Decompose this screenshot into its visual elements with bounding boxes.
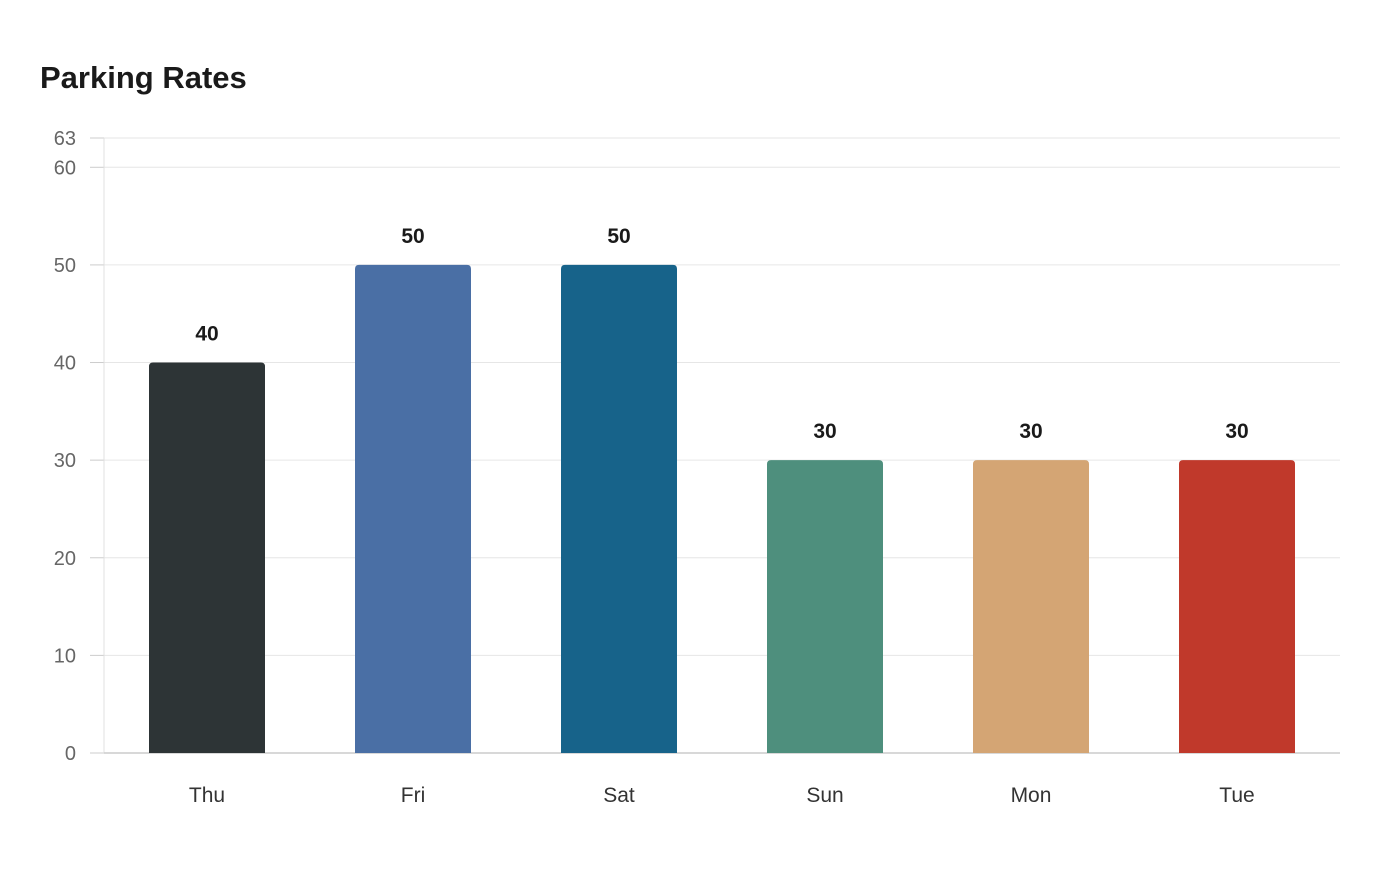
bar-sat[interactable] (561, 264, 677, 753)
x-tick-label-sat: Sat (603, 784, 635, 807)
y-tick-label: 10 (54, 645, 76, 667)
y-tick-label: 63 (54, 128, 76, 150)
data-label-mon: 30 (1019, 420, 1042, 443)
data-label-fri: 50 (401, 225, 424, 248)
y-tick-label: 20 (54, 548, 76, 570)
bar-fri[interactable] (355, 264, 471, 753)
bar-thu[interactable] (149, 362, 265, 753)
y-tick-label: 40 (54, 353, 76, 375)
data-label-sun: 30 (813, 420, 836, 443)
y-tick-label: 0 (65, 743, 76, 765)
x-tick-label-thu: Thu (189, 784, 225, 807)
bar-sun[interactable] (767, 460, 883, 753)
y-tick-label: 60 (54, 157, 76, 179)
y-tick-label: 30 (54, 450, 76, 472)
x-tick-label-fri: Fri (401, 784, 426, 807)
bars (149, 264, 1295, 753)
x-tick-label-mon: Mon (1011, 784, 1052, 807)
data-label-thu: 40 (195, 323, 218, 346)
bar-tue[interactable] (1179, 460, 1295, 753)
labels: 0 10 20 30 40 50 60 63 40 Thu 50 Fri 50 Sat 30 Sun 30 Mon… (54, 128, 1255, 807)
y-tick-label: 50 (54, 255, 76, 277)
axes (90, 137, 1340, 754)
x-tick-label-sun: Sun (806, 784, 843, 807)
data-label-tue: 30 (1225, 420, 1248, 443)
x-tick-label-tue: Tue (1219, 784, 1254, 807)
bar-mon[interactable] (973, 460, 1089, 753)
chart-title: Parking Rates (40, 60, 247, 95)
gridlines (104, 137, 1340, 656)
data-label-sat: 50 (607, 225, 630, 248)
